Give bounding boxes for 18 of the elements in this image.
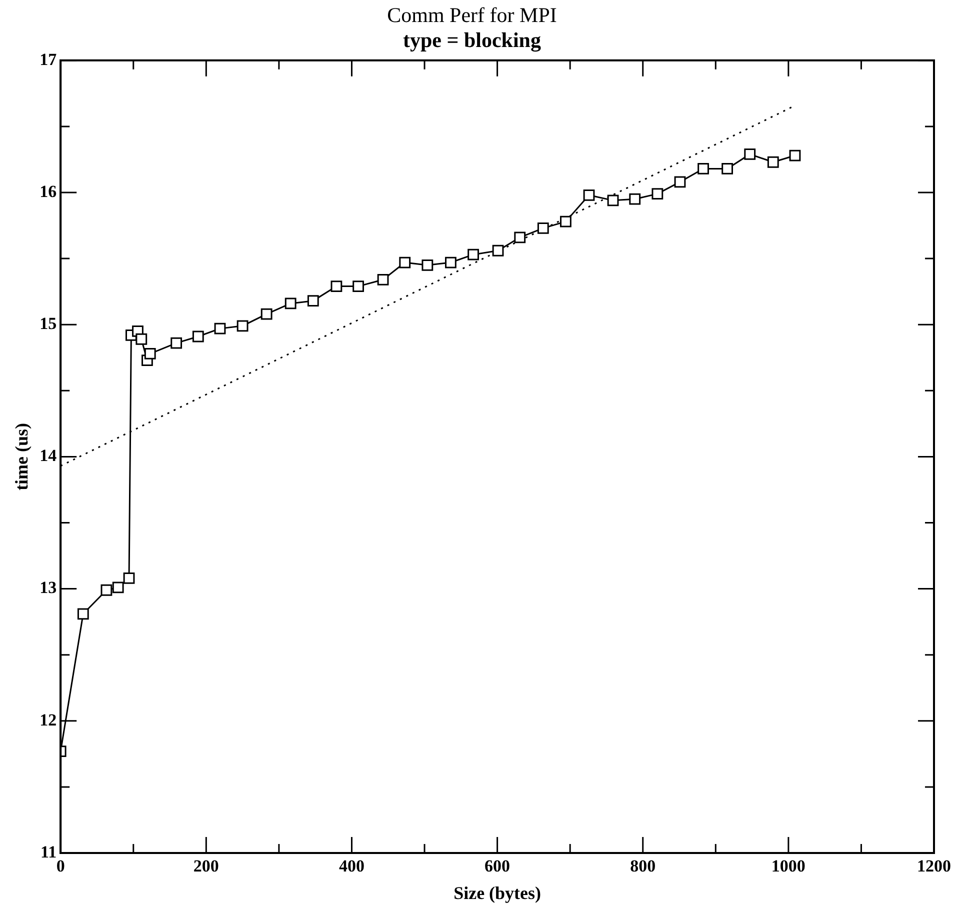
chart-title: Comm Perf for MPI — [387, 3, 557, 28]
x-tick-label: 1000 — [771, 856, 806, 876]
x-tick-label: 400 — [338, 856, 364, 876]
x-axis-title: Size (bytes) — [454, 882, 542, 903]
y-axis-title: time (us) — [11, 422, 32, 490]
x-tick-label: 200 — [193, 856, 219, 876]
x-tick-label: 0 — [56, 856, 65, 876]
y-tick-label: 14 — [40, 446, 58, 466]
y-tick-label: 11 — [40, 842, 57, 862]
y-tick-label: 15 — [40, 314, 57, 333]
chart-subtitle: type = blocking — [403, 28, 542, 52]
y-tick-label: 12 — [40, 710, 57, 730]
y-tick-label: 16 — [40, 182, 57, 201]
x-tick-label: 600 — [484, 856, 510, 876]
y-tick-label: 13 — [40, 578, 57, 598]
x-tick-label: 1200 — [917, 856, 951, 876]
y-tick-label: 17 — [40, 50, 58, 69]
x-tick-label: 800 — [630, 856, 656, 876]
